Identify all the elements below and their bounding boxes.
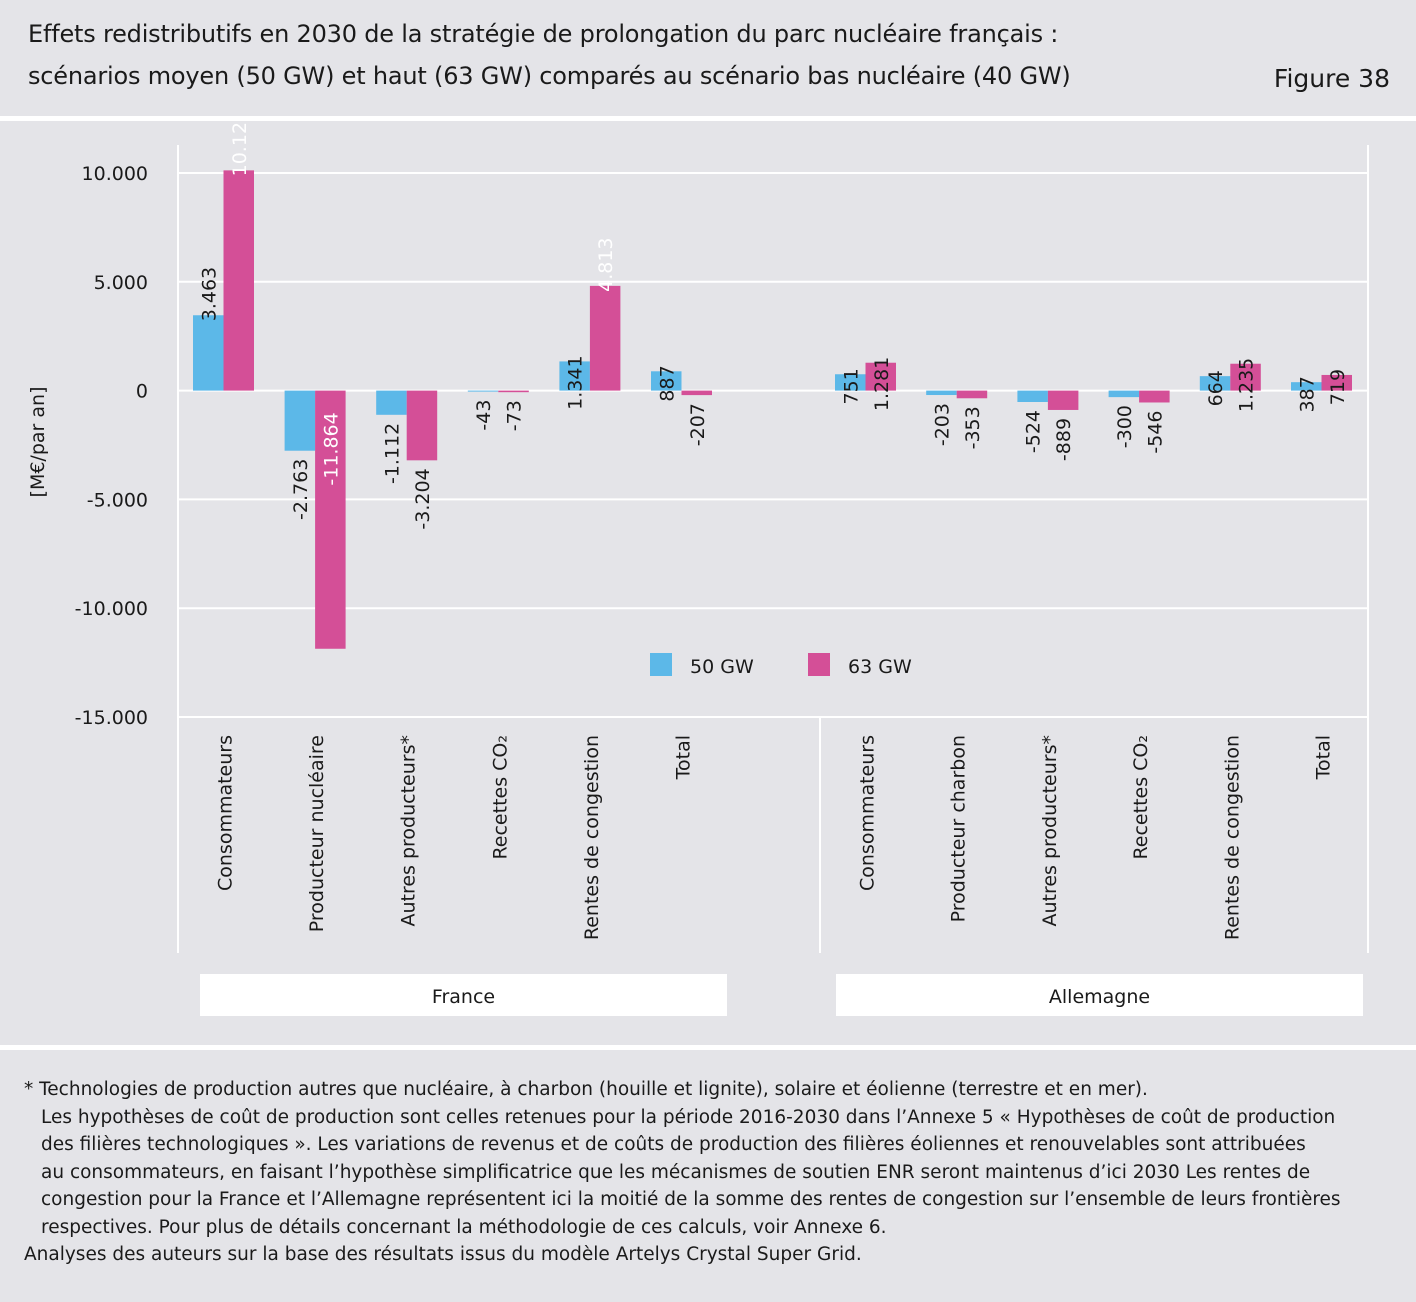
group-label-box (200, 974, 727, 1016)
bar (1291, 382, 1322, 391)
figure-label: Figure 38 (1273, 64, 1390, 93)
data-label: -11.864 (320, 412, 342, 485)
data-label: -1.112 (381, 423, 403, 484)
bar (559, 361, 590, 391)
bar (1139, 390, 1170, 403)
chart-title-line-2: scénarios moyen (50 GW) et haut (63 GW) … (28, 62, 1071, 90)
bar (926, 390, 957, 396)
footnote-line-2: Les hypothèses de coût de production son… (41, 1106, 1336, 1128)
x-category-label: Consommateurs (857, 735, 879, 891)
bar (1047, 390, 1079, 410)
bar (1108, 390, 1140, 398)
x-category-label: Rentes de congestion (1221, 735, 1243, 940)
data-label: -889 (1053, 418, 1075, 461)
data-label: 4.813 (595, 237, 617, 291)
bar (865, 362, 896, 391)
group-label-box (836, 974, 1363, 1016)
bottom-divider (0, 1045, 1416, 1050)
data-label: 887 (656, 365, 678, 401)
bar (193, 315, 224, 391)
bar (223, 170, 254, 391)
bar (1321, 374, 1352, 391)
x-category-label: Producteur charbon (948, 735, 970, 922)
top-divider (0, 116, 1416, 121)
chart-title-line-1: Effets redistributifs en 2030 de la stra… (28, 20, 1059, 48)
y-tick-label: -10.000 (75, 598, 148, 620)
bar (284, 390, 316, 451)
x-category-label: Consommateurs (215, 735, 237, 891)
x-category-label: Autres producteurs* (398, 735, 420, 927)
bar (835, 374, 866, 391)
footnote-line-6: respectives. Pour plus de détails concer… (41, 1216, 887, 1238)
bar (1199, 376, 1231, 391)
y-tick-label: -5.000 (87, 489, 148, 511)
bar (467, 390, 499, 392)
footnote-line-3: des filières technologiques ». Les varia… (41, 1134, 1306, 1155)
legend-swatch (650, 653, 672, 676)
bar (1017, 390, 1048, 403)
bar (315, 390, 346, 649)
data-label: 1.281 (871, 357, 893, 411)
header: Effets redistributifs en 2030 de la stra… (0, 0, 1416, 116)
y-axis-title: [M€/par an] (27, 387, 49, 498)
data-label: -546 (1144, 410, 1166, 453)
data-label: 10.121 (229, 121, 251, 176)
bar (498, 390, 529, 393)
y-tick-label: 5.000 (94, 272, 148, 294)
data-label: -524 (1023, 410, 1045, 453)
y-tick-label: 10.000 (82, 163, 148, 185)
data-label: 1.341 (565, 355, 587, 409)
bar (1230, 363, 1261, 391)
footnote-line-4: au consommateurs, en faisant l’hypothèse… (41, 1161, 1311, 1183)
footnote-line-5: congestion pour la France et l’Allemagne… (41, 1189, 1341, 1210)
footnote-asterisk: * Technologies de production autres que … (24, 1079, 1148, 1100)
data-label: -43 (473, 400, 495, 431)
bar-chart: 10.000 5.000 0 -5.000 -10.000 -15.000 [M€/par … (27, 121, 1369, 1016)
legend-swatch (808, 653, 830, 676)
data-label: -300 (1114, 405, 1136, 448)
data-label: -3.204 (412, 468, 434, 529)
y-tick-label: 0 (136, 381, 148, 403)
x-category-label: Recettes CO₂ (1130, 735, 1152, 860)
x-category-label: Autres producteurs* (1039, 735, 1061, 927)
data-label: -207 (687, 403, 709, 446)
data-label: 719 (1327, 369, 1349, 405)
x-category-label: Recettes CO₂ (489, 735, 511, 860)
data-label: 387 (1296, 376, 1318, 412)
legend-label: 63 GW (848, 656, 912, 678)
data-label: -2.763 (290, 459, 312, 520)
bar (651, 371, 682, 391)
group-label: Allemagne (1049, 986, 1150, 1008)
data-label: -353 (962, 406, 984, 449)
data-label: -203 (931, 403, 953, 446)
x-category-label: Rentes de congestion (581, 735, 603, 940)
y-tick-label: -15.000 (75, 707, 148, 729)
bar (376, 390, 407, 415)
data-label: -73 (504, 400, 526, 431)
bar (589, 285, 621, 391)
data-label: 751 (840, 368, 862, 404)
group-label: France (432, 986, 495, 1008)
data-label: 1.235 (1236, 358, 1258, 412)
bar (406, 390, 438, 461)
data-label: 664 (1205, 370, 1227, 406)
bar (956, 390, 988, 399)
x-category-label: Producteur nucléaire (306, 735, 328, 932)
footnotes: * Technologies de production autres que … (24, 1076, 1404, 1269)
source-note: Analyses des auteurs sur la base des rés… (24, 1244, 862, 1265)
x-category-label: Total (673, 735, 695, 780)
legend-label: 50 GW (690, 656, 754, 678)
data-label: 3.463 (198, 267, 220, 321)
x-category-label: Total (1313, 735, 1335, 780)
bar (681, 390, 712, 396)
